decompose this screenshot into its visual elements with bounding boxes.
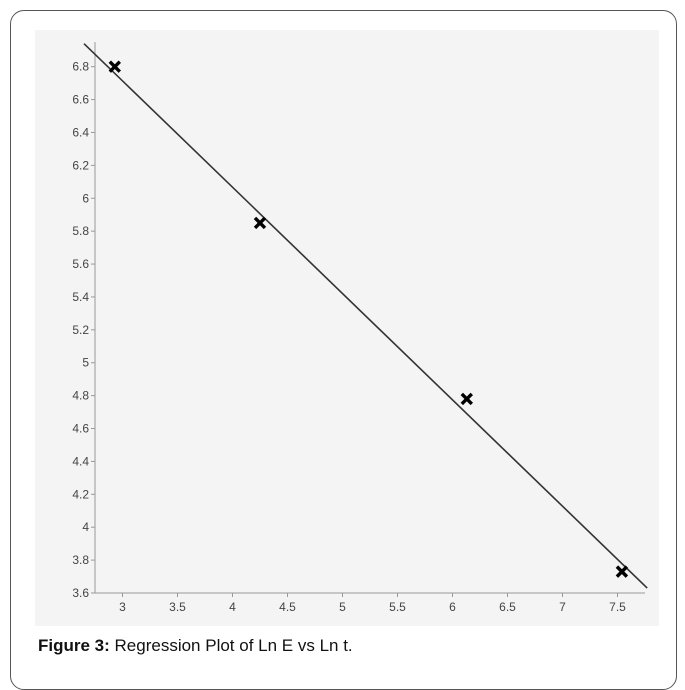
- figure-caption: Figure 3: Regression Plot of Ln E vs Ln …: [38, 636, 353, 656]
- x-tick-label: 5.5: [389, 600, 406, 614]
- x-tick-label: 4: [229, 600, 236, 614]
- y-tick-label: 3.6: [72, 586, 89, 600]
- y-tick-label: 5: [82, 356, 89, 370]
- x-tick-label: 4.5: [279, 600, 296, 614]
- x-tick-label: 6.5: [499, 600, 516, 614]
- x-tick-label: 7: [559, 600, 566, 614]
- data-point: [617, 567, 627, 577]
- data-point: [462, 394, 472, 404]
- y-tick-label: 4.8: [72, 389, 89, 403]
- y-tick-label: 5.4: [72, 290, 89, 304]
- x-tick-label: 5: [339, 600, 346, 614]
- data-point: [110, 62, 120, 72]
- y-tick-label: 5.6: [72, 257, 89, 271]
- y-tick-label: 3.8: [72, 553, 89, 567]
- y-tick-label: 6.4: [72, 125, 89, 139]
- caption-label: Figure 3:: [38, 636, 110, 655]
- y-tick-label: 4.4: [72, 454, 89, 468]
- y-tick-label: 6.8: [72, 60, 89, 74]
- x-tick-label: 6: [449, 600, 456, 614]
- y-tick-label: 4.2: [72, 487, 89, 501]
- y-tick-label: 5.2: [72, 323, 89, 337]
- data-point: [255, 218, 265, 228]
- caption-text: Regression Plot of Ln E vs Ln t.: [110, 636, 353, 655]
- regression-line: [84, 44, 647, 588]
- y-tick-label: 4.6: [72, 422, 89, 436]
- y-tick-label: 6: [82, 191, 89, 205]
- plot-panel: 3.6 3.8 4 4.2 4.4 4.6 4.8 5 5.2 5.4 5.6 5.8 6 6.2 6.4 6…: [35, 30, 659, 626]
- regression-chart: 3.6 3.8 4 4.2 4.4 4.6 4.8 5 5.2 5.4 5.6 5.8 6 6.2 6.4 6…: [35, 30, 659, 626]
- y-tick-label: 6.6: [72, 93, 89, 107]
- y-tick-label: 4: [82, 520, 89, 534]
- y-tick-label: 6.2: [72, 158, 89, 172]
- y-tick-label: 5.8: [72, 224, 89, 238]
- x-tick-label: 3: [119, 600, 126, 614]
- x-tick-label: 7.5: [609, 600, 626, 614]
- x-tick-label: 3.5: [169, 600, 186, 614]
